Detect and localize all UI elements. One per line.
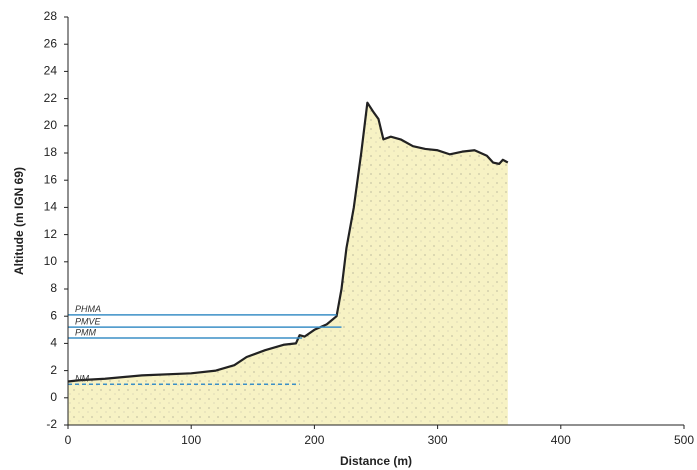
y-tick-label: 10 xyxy=(44,254,58,268)
x-axis-title: Distance (m) xyxy=(340,454,412,468)
y-tick-label: 14 xyxy=(44,200,58,214)
x-tick-label: 500 xyxy=(674,433,694,447)
x-tick-label: 300 xyxy=(428,433,448,447)
level-label: NM xyxy=(75,374,89,384)
y-tick-label: -2 xyxy=(46,417,57,431)
y-axis-title: Altitude (m IGN 69) xyxy=(12,167,26,275)
y-tick-label: 26 xyxy=(44,36,58,50)
y-tick-label: 0 xyxy=(50,390,57,404)
terrain-line xyxy=(67,101,509,383)
y-tick-label: 2 xyxy=(50,363,57,377)
y-tick-label: 28 xyxy=(44,9,58,23)
x-tick-label: 400 xyxy=(551,433,571,447)
y-tick-label: 20 xyxy=(44,118,58,132)
level-label: PMM xyxy=(75,327,97,337)
x-tick-label: 100 xyxy=(181,433,201,447)
plot-area: PHMAPMVEPMMNM-20246810121416182022242628… xyxy=(44,9,695,447)
y-tick-label: 24 xyxy=(44,64,58,78)
y-tick-label: 12 xyxy=(44,227,58,241)
y-tick-label: 6 xyxy=(50,308,57,322)
y-tick-label: 8 xyxy=(50,281,57,295)
x-tick-label: 0 xyxy=(65,433,72,447)
level-label: PHMA xyxy=(75,304,101,314)
terrain-texture xyxy=(68,102,508,426)
y-tick-label: 4 xyxy=(50,336,57,350)
y-tick-label: 22 xyxy=(44,91,58,105)
y-tick-label: 16 xyxy=(44,172,58,186)
x-tick-label: 200 xyxy=(304,433,324,447)
level-label: PMVE xyxy=(75,316,102,326)
y-tick-label: 18 xyxy=(44,145,58,159)
